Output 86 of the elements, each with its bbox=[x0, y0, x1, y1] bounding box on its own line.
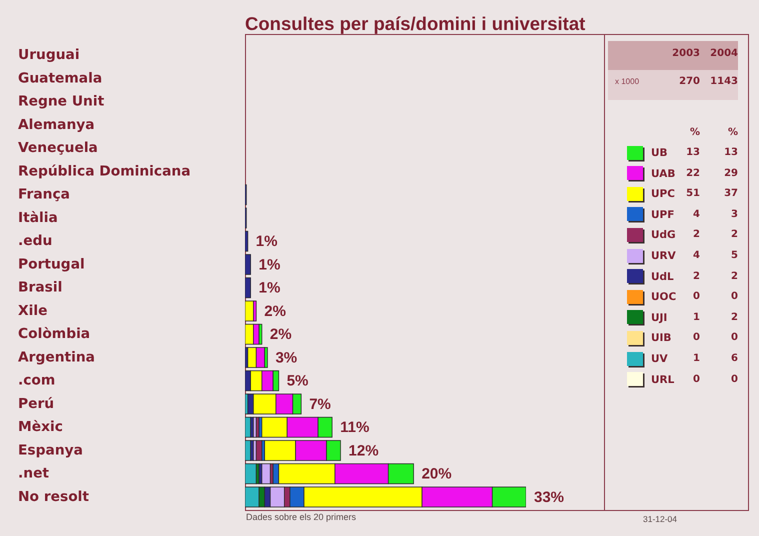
chart-title: Consultes per país/domini i universitat bbox=[245, 13, 586, 35]
data-label: 37 bbox=[723, 187, 738, 202]
y-tick-label: Itàlia bbox=[18, 210, 58, 226]
annotation: 11% bbox=[340, 418, 370, 436]
y-tick-label: Guatemala bbox=[18, 70, 102, 86]
data-label: 2 bbox=[730, 228, 738, 242]
data-label: 0 bbox=[730, 372, 738, 387]
data-label: 4 bbox=[693, 208, 700, 220]
text: Dades sobre els 20 primers bbox=[246, 512, 356, 522]
legend-label: UPF bbox=[651, 208, 674, 222]
data-label: 2 bbox=[693, 270, 700, 282]
data-label: 13 bbox=[686, 147, 700, 158]
category-label: 2004 bbox=[709, 47, 738, 61]
annotation: 1% bbox=[258, 256, 280, 273]
data-label: 4 bbox=[693, 250, 700, 261]
data-label: 51 bbox=[686, 188, 700, 200]
y-tick-label: Espanya bbox=[18, 442, 83, 458]
series-label: x 1000 bbox=[615, 76, 640, 88]
data-label: 0 bbox=[693, 332, 700, 344]
y-tick-label: Colòmbia bbox=[18, 326, 90, 342]
annotation: 1% bbox=[258, 279, 280, 296]
legend-label: UAB bbox=[651, 166, 676, 181]
data-label: 0 bbox=[693, 291, 700, 302]
bar bbox=[245, 254, 251, 275]
legend-label: UOC bbox=[651, 290, 676, 304]
annotation: 3% bbox=[275, 348, 298, 366]
legend-label: URV bbox=[651, 249, 676, 263]
y-tick-label: Alemanya bbox=[18, 116, 95, 133]
legend-label: UJI bbox=[651, 310, 668, 325]
legend-label: UdL bbox=[651, 270, 674, 284]
y-tick-label: República Dominicana bbox=[18, 163, 191, 180]
annotation: 20% bbox=[422, 465, 452, 482]
text: % bbox=[688, 126, 700, 140]
annotation: 2% bbox=[264, 302, 286, 320]
text: 31-12-04 bbox=[642, 514, 678, 524]
data-label: 29 bbox=[723, 166, 738, 181]
annotation: 1% bbox=[256, 232, 278, 250]
y-tick-label: Veneçuela bbox=[18, 140, 98, 156]
data-label: 2 bbox=[730, 310, 738, 325]
y-tick-label: .edu bbox=[18, 233, 52, 250]
bar bbox=[245, 230, 248, 252]
data-label: 13 bbox=[723, 146, 738, 160]
bar bbox=[245, 416, 251, 438]
y-tick-label: Brasil bbox=[18, 280, 62, 296]
bar bbox=[245, 463, 257, 484]
data-label: 3 bbox=[730, 208, 738, 222]
bar bbox=[245, 440, 251, 461]
y-tick-label: França bbox=[18, 186, 70, 203]
legend-label: UV bbox=[651, 352, 668, 366]
data-label: 1143 bbox=[709, 75, 738, 89]
data-label: 0 bbox=[730, 290, 738, 304]
bar bbox=[245, 277, 251, 298]
legend-label: UdG bbox=[651, 228, 676, 242]
annotation: 33% bbox=[534, 488, 564, 506]
y-tick-label: No resolt bbox=[18, 488, 90, 505]
annotation: 5% bbox=[286, 372, 308, 390]
data-label: 1 bbox=[693, 312, 700, 323]
text: % bbox=[726, 126, 738, 140]
data-label: 1 bbox=[693, 353, 700, 364]
legend-label: URL bbox=[651, 372, 674, 387]
data-label: 5 bbox=[730, 249, 738, 263]
y-tick-label: .net bbox=[18, 466, 50, 482]
y-tick-label: Xile bbox=[18, 302, 48, 319]
bar bbox=[245, 300, 254, 322]
data-label: 2 bbox=[693, 229, 700, 240]
data-label: 2 bbox=[730, 270, 738, 284]
y-tick-label: Mèxic bbox=[18, 419, 63, 436]
y-tick-label: .com bbox=[18, 372, 56, 389]
data-label: 0 bbox=[730, 331, 738, 346]
annotation: 7% bbox=[309, 395, 331, 412]
annotation: 12% bbox=[348, 442, 379, 459]
y-tick-label: Argentina bbox=[18, 349, 95, 366]
annotation: 2% bbox=[270, 326, 292, 343]
legend-label: UIB bbox=[651, 331, 672, 346]
y-tick-label: Uruguai bbox=[18, 47, 80, 64]
y-tick-label: Regne Unit bbox=[18, 94, 105, 110]
legend-label: UB bbox=[651, 146, 668, 160]
data-label: 22 bbox=[686, 168, 700, 179]
legend-label: UPC bbox=[651, 187, 675, 202]
data-label: 270 bbox=[678, 75, 700, 89]
category-label: 2003 bbox=[671, 47, 700, 61]
y-tick-label: Perú bbox=[18, 396, 54, 412]
data-label: 0 bbox=[693, 374, 700, 385]
bar bbox=[262, 463, 271, 484]
data-label: 6 bbox=[730, 352, 738, 366]
y-tick-label: Portugal bbox=[18, 256, 85, 272]
